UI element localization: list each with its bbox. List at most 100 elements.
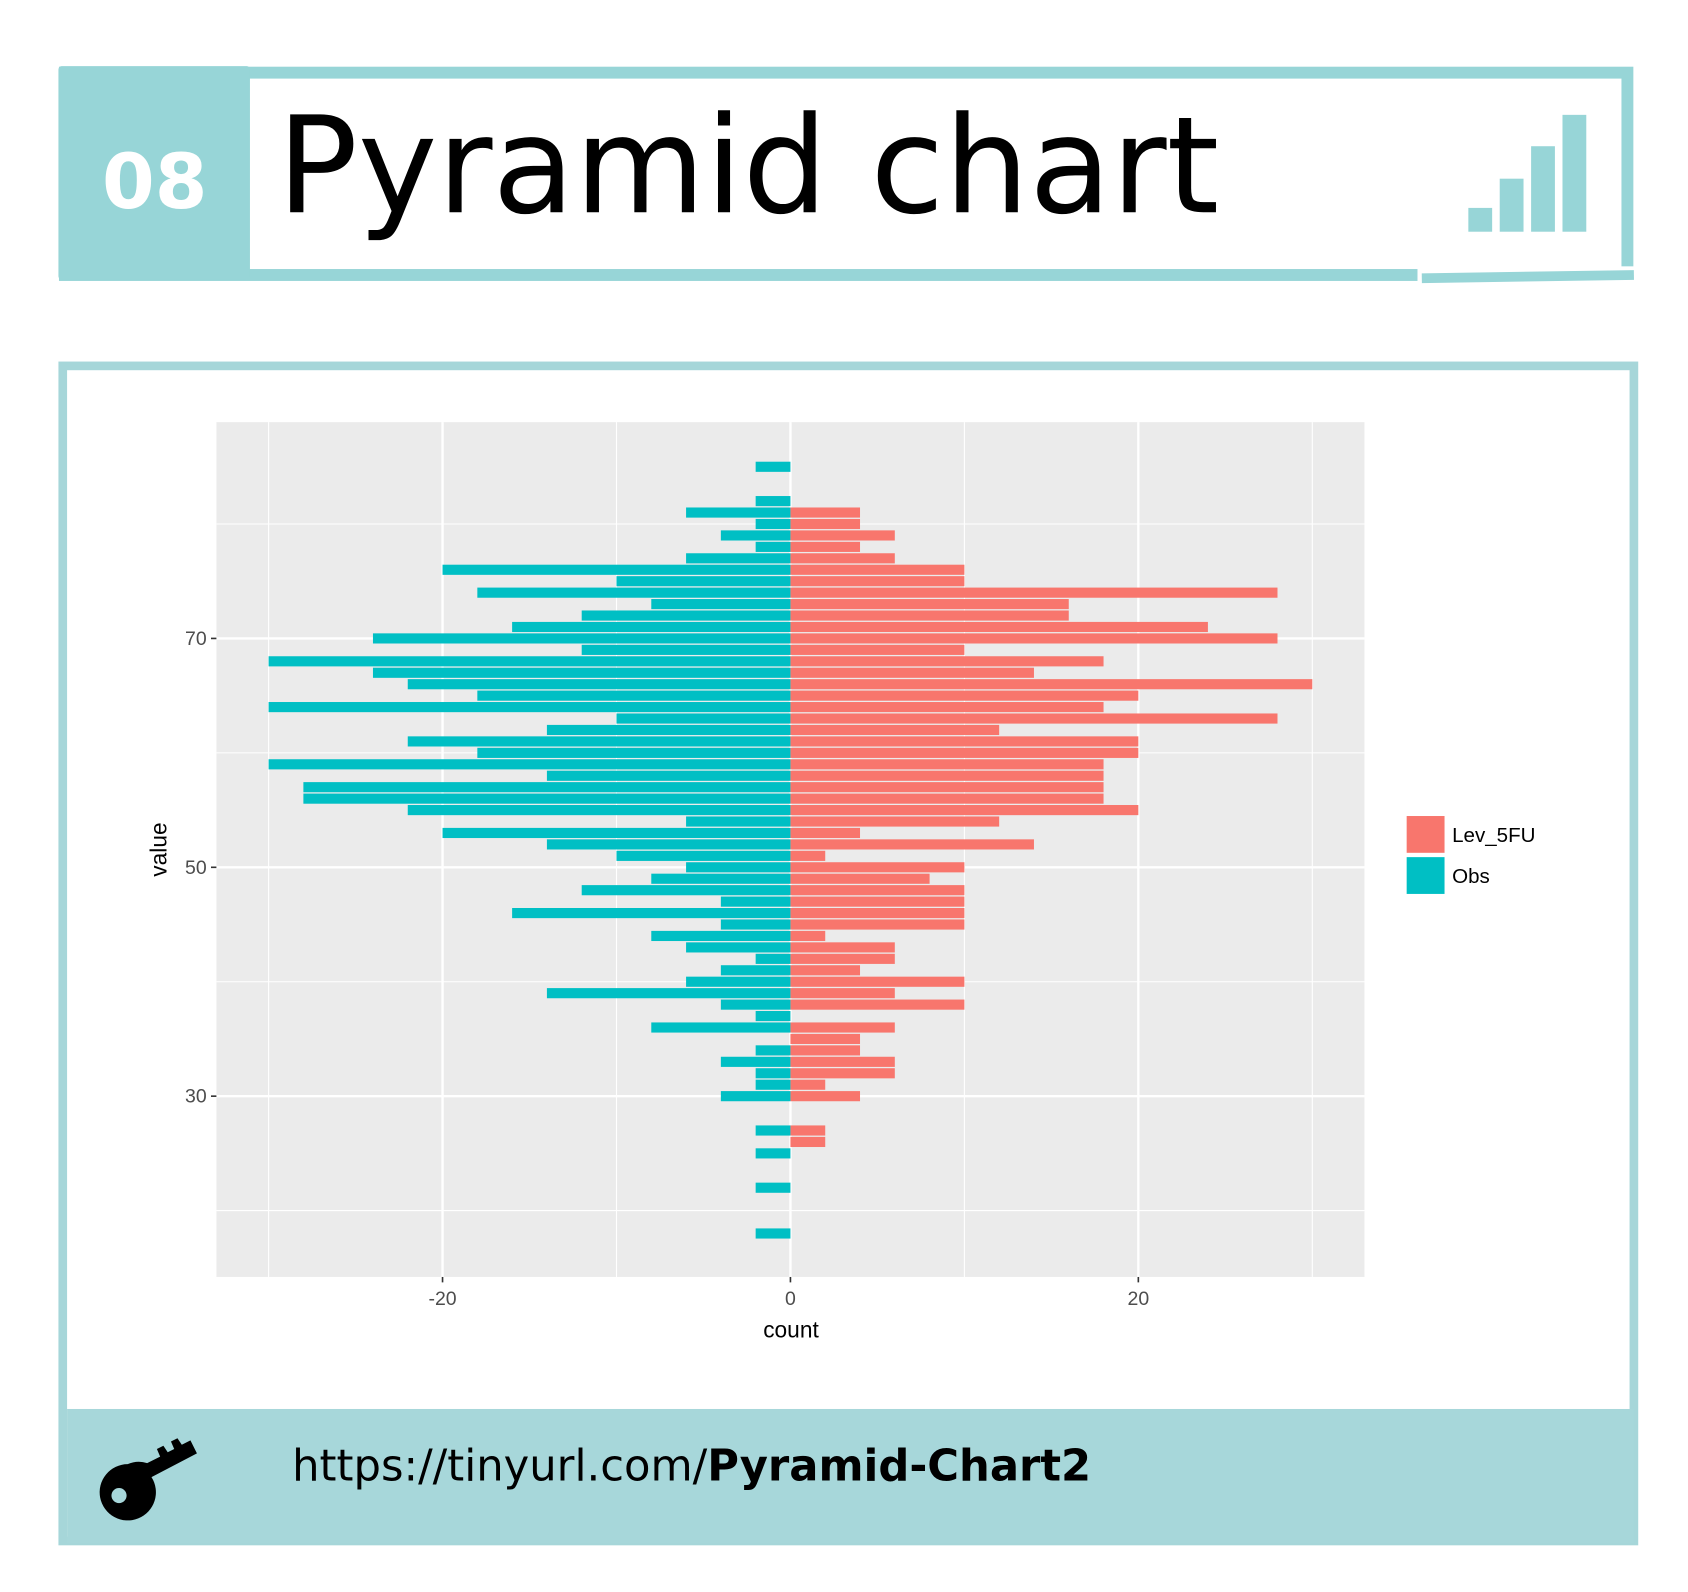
bar <box>790 953 895 964</box>
bar <box>651 599 791 610</box>
bar <box>755 1010 791 1022</box>
bar <box>616 713 791 724</box>
bar <box>790 724 1000 736</box>
bar <box>686 553 791 564</box>
bar <box>790 965 861 976</box>
bar <box>686 816 791 827</box>
bar <box>303 782 791 793</box>
bar <box>477 690 791 701</box>
bar <box>790 587 1278 598</box>
bar <box>790 1045 861 1056</box>
bar <box>790 976 965 987</box>
bar <box>790 942 895 953</box>
bar <box>790 759 1104 770</box>
bar <box>790 1033 861 1045</box>
bar <box>755 496 791 507</box>
bar <box>442 827 791 839</box>
bar <box>755 1228 791 1239</box>
bar <box>755 541 791 552</box>
header-number: 08 <box>102 138 207 226</box>
legend-label: Obs <box>1452 865 1490 888</box>
bar <box>790 770 1104 781</box>
legend-key <box>1406 857 1445 894</box>
bar <box>790 1068 895 1079</box>
bar <box>755 953 791 964</box>
bar <box>477 587 791 598</box>
bar <box>790 793 1104 804</box>
header-badge <box>58 66 250 280</box>
bar <box>790 736 1139 747</box>
bar <box>790 1056 895 1067</box>
bar <box>790 1136 826 1148</box>
bar <box>686 507 791 518</box>
bar <box>790 621 1208 633</box>
header-icon <box>1468 114 1587 232</box>
legend-label: Lev_5FU <box>1452 824 1535 847</box>
bar <box>616 576 791 587</box>
bar <box>268 656 791 667</box>
bar <box>755 1125 791 1136</box>
x-tick-label: 0 <box>785 1288 796 1310</box>
bar <box>790 541 861 552</box>
bar <box>790 656 1104 667</box>
bar <box>651 1022 791 1033</box>
footer-band <box>67 1408 1634 1544</box>
bar <box>790 907 965 919</box>
footer-url: https://tinyurl.com/Pyramid-Chart2 <box>292 1441 1091 1491</box>
y-tick-label: 50 <box>185 857 207 879</box>
bar <box>790 633 1278 644</box>
bar <box>546 988 791 999</box>
url-bold: Pyramid-Chart2 <box>707 1441 1091 1491</box>
key-icon <box>99 1438 197 1521</box>
url-prefix: https://tinyurl.com/ <box>292 1441 707 1491</box>
bar <box>512 907 791 919</box>
plot: -20 0 20 30 50 70 Lev_5FU Obs <box>185 422 1535 1310</box>
bar <box>790 690 1139 701</box>
bar <box>790 1091 861 1102</box>
bar <box>790 873 930 884</box>
bar <box>790 644 965 655</box>
bar <box>546 770 791 781</box>
bar <box>407 736 791 747</box>
bar <box>407 805 791 816</box>
bar <box>790 599 1069 610</box>
bar <box>268 702 791 713</box>
bar <box>790 988 895 999</box>
bar <box>755 461 791 472</box>
y-axis-title: value <box>146 822 172 876</box>
header-title: Pyramid chart <box>277 87 1219 244</box>
x-tick-label: -20 <box>428 1288 456 1310</box>
header-underline <box>1421 270 1634 284</box>
bar <box>581 610 791 621</box>
bar <box>512 621 791 633</box>
bar <box>790 1079 826 1090</box>
bar <box>790 530 895 541</box>
bar <box>790 518 861 530</box>
bar <box>755 1079 791 1090</box>
bar <box>790 919 965 930</box>
bar <box>790 839 1034 850</box>
bar <box>651 930 791 942</box>
bar <box>686 942 791 953</box>
y-tick-label: 70 <box>185 628 207 650</box>
bar <box>790 827 861 839</box>
bar <box>790 850 826 861</box>
bar <box>790 782 1104 793</box>
bar <box>581 644 791 655</box>
bar <box>755 1148 791 1159</box>
bar <box>651 873 791 884</box>
legend-key <box>1406 816 1445 853</box>
bar <box>686 976 791 987</box>
bar <box>790 805 1139 816</box>
bar <box>790 702 1104 713</box>
bar <box>790 564 965 575</box>
bar <box>616 850 791 861</box>
bar <box>720 999 791 1010</box>
bar <box>546 839 791 850</box>
bar <box>755 518 791 530</box>
bar <box>372 633 791 644</box>
bar <box>477 747 791 758</box>
bar <box>790 507 861 518</box>
x-axis-title: count <box>763 1317 819 1343</box>
bar <box>790 930 826 942</box>
